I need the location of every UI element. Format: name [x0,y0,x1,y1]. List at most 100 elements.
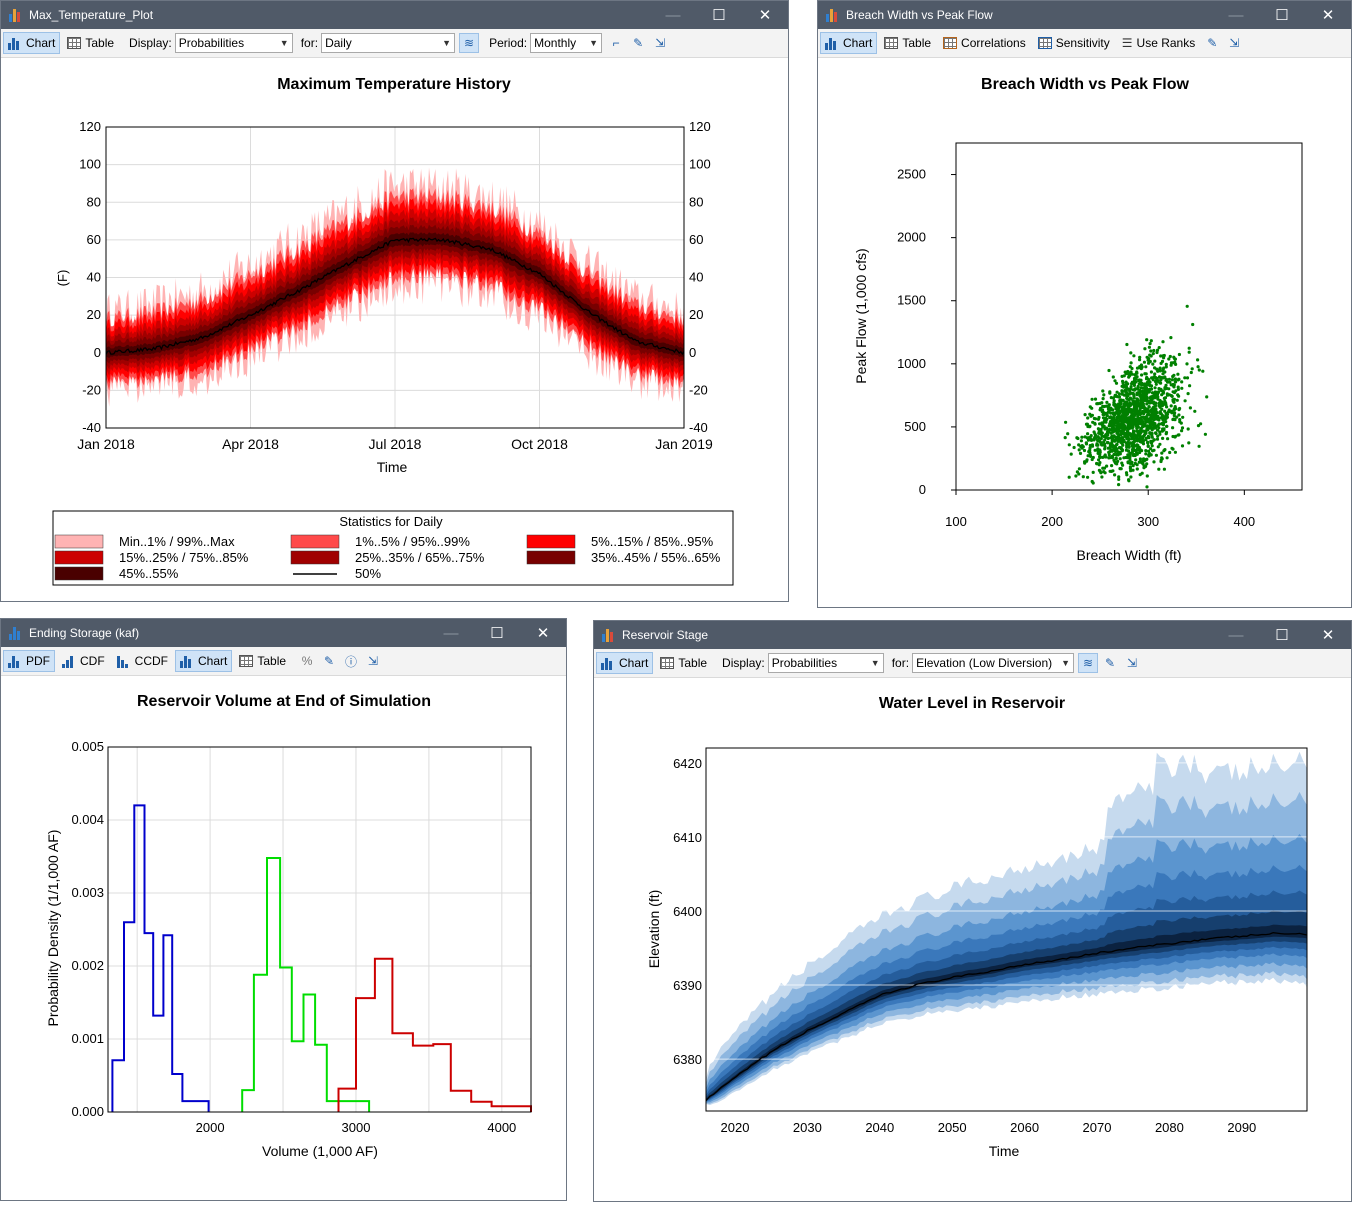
y-tick-label: 0 [919,482,926,497]
ccdf-button[interactable]: CCDF [112,650,173,672]
maximize-button[interactable]: ☐ [712,7,726,24]
scatter-point [1149,349,1153,353]
legend-label: 15%..25% / 75%..85% [119,550,249,565]
scatter-point [1124,372,1128,376]
area-chart-toggle[interactable]: ≋ [459,33,480,53]
chart-button[interactable]: Chart [175,650,233,672]
scatter-point [1126,382,1130,386]
scatter-point [1146,440,1150,444]
scatter-point [1152,448,1156,452]
chart-button[interactable]: Chart [596,652,654,674]
scatter-point [1116,439,1120,443]
toolbar: Chart Table Display: Probabilities ▼ for:… [1,29,788,58]
close-button[interactable]: ✕ [1321,627,1335,644]
area-chart-toggle[interactable]: ≋ [1078,653,1099,673]
step-chart-button[interactable]: ⌐ [606,33,626,53]
scatter-point [1173,357,1177,361]
scatter-point [1149,447,1153,451]
minimize-button[interactable]: — [1228,6,1244,24]
scatter-point [1132,395,1136,399]
maximize-button[interactable]: ☐ [1275,627,1289,644]
scatter-point [1134,417,1138,421]
scatter-point [1153,372,1157,376]
sensitivity-button[interactable]: Sensitivity [1033,32,1115,54]
scatter-point [1168,380,1172,384]
scatter-point [1160,359,1165,363]
scatter-point [1138,380,1142,384]
x-tick-label: 2060 [1010,1120,1039,1135]
x-tick-label: 2090 [1227,1120,1256,1135]
scatter-point [1083,460,1087,464]
pdf-button[interactable]: PDF [3,650,55,672]
maximize-button[interactable]: ☐ [1275,7,1289,24]
chart-button[interactable]: Chart [820,32,878,54]
close-button[interactable]: ✕ [536,625,550,642]
minimize-button[interactable]: — [443,624,459,642]
scatter-point [1129,433,1133,437]
chart-properties-button[interactable]: ✎ [628,33,648,53]
cdf-button[interactable]: CDF [57,650,110,672]
legend-label: 25%..35% / 65%..75% [355,550,485,565]
scatter-point [1181,415,1185,419]
scatter-point [1167,377,1171,381]
scatter-point [1121,427,1125,431]
scatter-point [1129,391,1134,395]
scatter-point [1112,458,1116,462]
chart-button-label: Chart [198,654,228,668]
minimize-button[interactable]: — [1228,626,1244,644]
scatter-point [1147,436,1151,440]
table-icon [239,655,254,667]
x-tick-label: Oct 2018 [511,436,568,452]
statistics-button[interactable]: ⓘ [341,651,361,671]
table-button[interactable]: Table [62,32,119,54]
close-button[interactable]: ✕ [758,7,772,24]
probability-band-4 [106,208,684,376]
scatter-point [1091,455,1095,460]
scatter-point [1176,378,1180,382]
scatter-point [1075,436,1079,440]
scatter-point [1144,449,1148,453]
scatter-point [1119,400,1123,404]
scatter-point [1197,444,1201,448]
scatter-point [1130,372,1134,376]
correlations-button[interactable]: Correlations [938,32,1031,54]
scatter-point [1127,433,1131,437]
export-button[interactable]: ⇲ [1224,33,1244,53]
chevron-down-icon: ▼ [442,38,452,48]
display-select[interactable]: Probabilities ▼ [174,33,293,53]
chart-properties-button[interactable]: ✎ [319,651,339,671]
chart-properties-button[interactable]: ✎ [1100,653,1120,673]
for-label: for: [891,656,910,670]
table-button[interactable]: Table [879,32,936,54]
close-button[interactable]: ✕ [1321,7,1335,24]
scatter-point [1129,351,1133,355]
scatter-point [1118,404,1122,409]
scatter-point [1117,475,1121,479]
chart-button[interactable]: Chart [3,32,61,54]
percent-button[interactable]: % [297,651,317,671]
period-select-value: Monthly [534,36,577,50]
scatter-point [1131,415,1135,419]
export-button[interactable]: ⇲ [650,33,670,53]
export-button[interactable]: ⇲ [363,651,383,671]
plot-frame [705,747,1308,1112]
table-button[interactable]: Table [234,650,291,672]
scatter-point [1171,447,1175,451]
display-select[interactable]: Probabilities ▼ [767,653,884,673]
for-select[interactable]: Daily ▼ [321,33,456,53]
scatter-point [1122,423,1126,427]
table-button[interactable]: Table [655,652,712,674]
export-button[interactable]: ⇲ [1122,653,1142,673]
scatter-point [1103,442,1107,446]
period-select[interactable]: Monthly ▼ [530,33,603,53]
maximize-button[interactable]: ☐ [490,625,504,642]
use-ranks-button[interactable]: ☰ Use Ranks [1117,32,1200,54]
scatter-point [1205,395,1209,399]
scatter-point [1125,473,1129,477]
scatter-point [1153,375,1157,379]
scatter-point [1119,430,1123,434]
for-select[interactable]: Elevation (Low Diversion) ▼ [912,653,1075,673]
chart-properties-button[interactable]: ✎ [1202,33,1222,53]
x-tick-label: 2070 [1083,1120,1112,1135]
minimize-button[interactable]: — [665,6,681,24]
